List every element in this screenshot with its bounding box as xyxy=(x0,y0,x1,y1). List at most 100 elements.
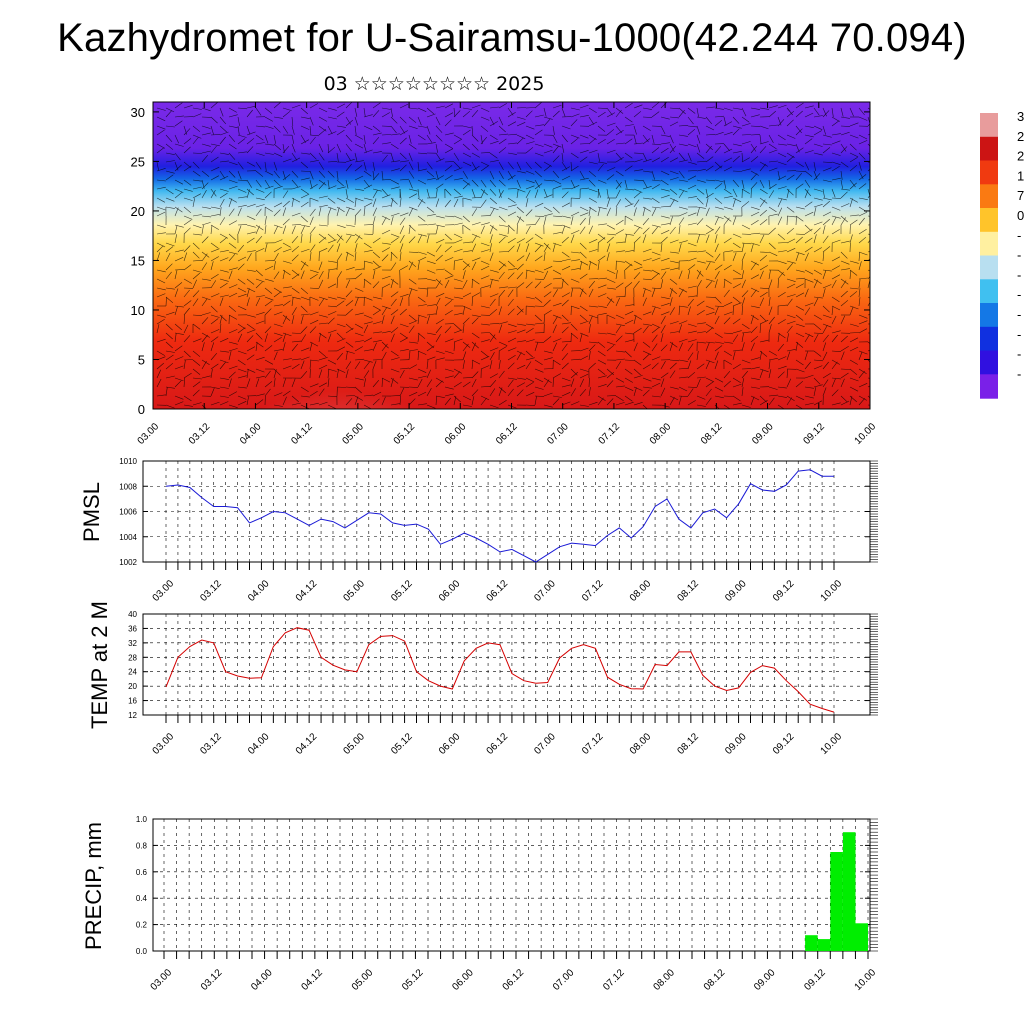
wind-barb xyxy=(201,125,211,129)
wind-barb xyxy=(741,242,752,245)
wind-barb xyxy=(453,139,462,145)
wind-barb xyxy=(678,179,688,182)
wind-barb xyxy=(345,143,352,152)
wind-barb xyxy=(570,134,580,139)
wind-barb xyxy=(777,143,787,146)
precip-xtick-label: 05.00 xyxy=(350,967,376,993)
wind-barb xyxy=(795,125,802,134)
wind-barb xyxy=(390,333,395,343)
wind-barb xyxy=(408,207,414,217)
wind-barb xyxy=(633,327,642,334)
wind-barb xyxy=(840,191,848,199)
wind-barb xyxy=(327,296,337,300)
wind-barb xyxy=(849,359,858,365)
wind-barb xyxy=(327,311,337,316)
wind-barb xyxy=(669,370,676,379)
wind-barb xyxy=(372,151,382,154)
wind-barb xyxy=(705,188,709,198)
wind-barb xyxy=(813,359,824,362)
wind-barb xyxy=(498,103,507,109)
wind-barb xyxy=(768,124,778,127)
wind-barb xyxy=(435,225,439,235)
wind-barb xyxy=(246,378,251,388)
pmsl-xtick-label: 08.12 xyxy=(676,578,702,604)
wind-barb xyxy=(408,179,413,189)
wind-barb xyxy=(363,278,372,285)
wind-barb xyxy=(345,252,349,262)
precip-xtick-label: 08.12 xyxy=(702,967,728,993)
wind-barb xyxy=(228,292,238,298)
wind-barb xyxy=(336,243,341,253)
wind-barb xyxy=(192,251,200,259)
wind-barb xyxy=(417,315,420,325)
wind-barb xyxy=(597,139,606,145)
wind-barb xyxy=(624,124,634,127)
wind-barb xyxy=(561,152,564,162)
wind-barb xyxy=(642,364,651,370)
wind-barb xyxy=(354,160,364,163)
wind-barb xyxy=(480,225,485,235)
wind-barb xyxy=(318,298,325,307)
wind-barb xyxy=(606,395,617,397)
wind-barb xyxy=(642,179,648,189)
wind-barb xyxy=(669,145,677,154)
wind-barb xyxy=(606,129,615,136)
wind-barb xyxy=(507,347,517,352)
wind-barb xyxy=(381,396,386,406)
wind-barb xyxy=(354,215,356,226)
wind-barb xyxy=(246,161,256,167)
wind-barb xyxy=(597,188,600,199)
wind-barb xyxy=(597,125,606,132)
wind-barb xyxy=(408,351,411,361)
wind-barb xyxy=(831,305,841,311)
wind-barb xyxy=(759,188,768,195)
wind-barb xyxy=(498,190,504,199)
wind-barb xyxy=(435,254,443,262)
wind-barb xyxy=(660,147,669,154)
wind-barb xyxy=(408,287,418,292)
wind-barb xyxy=(579,347,589,352)
wind-barb xyxy=(750,366,760,370)
wind-barb xyxy=(480,199,487,208)
wind-barb xyxy=(156,224,166,228)
wind-barb xyxy=(624,152,633,159)
wind-barb xyxy=(408,377,418,381)
wind-barb xyxy=(246,250,256,253)
wind-barb xyxy=(840,368,851,370)
wind-barb xyxy=(237,170,242,180)
wind-barb xyxy=(462,317,470,325)
wind-barb xyxy=(750,170,759,176)
wind-barb xyxy=(867,133,870,136)
wind-barb xyxy=(840,351,845,361)
wind-barb xyxy=(390,327,399,334)
wind-barb xyxy=(210,214,220,217)
wind-barb xyxy=(741,252,746,262)
wind-barb xyxy=(435,350,445,354)
wind-barb xyxy=(309,103,318,109)
wind-barb xyxy=(507,298,514,307)
wind-barb xyxy=(552,359,561,366)
wind-barb xyxy=(669,134,674,144)
wind-barb xyxy=(408,170,415,179)
pmsl-xtick-label: 05.12 xyxy=(389,578,415,604)
wind-barb xyxy=(651,102,660,109)
wind-barb xyxy=(228,365,238,370)
wind-barb xyxy=(201,107,211,112)
wind-barb xyxy=(192,381,201,388)
wind-barb xyxy=(714,107,724,110)
wind-barb xyxy=(273,271,280,280)
wind-barb xyxy=(543,368,554,370)
wind-barb xyxy=(336,323,346,328)
wind-barb xyxy=(336,352,344,361)
wind-barb xyxy=(426,379,433,388)
wind-barb xyxy=(759,351,762,361)
wind-barb xyxy=(255,320,265,325)
wind-barb xyxy=(336,300,345,307)
wind-barb xyxy=(588,288,594,298)
wind-barb xyxy=(750,274,760,280)
wind-barb xyxy=(597,179,607,184)
wind-barb xyxy=(606,139,615,145)
wind-barb xyxy=(345,369,349,379)
wind-barb xyxy=(543,244,549,253)
wind-barb xyxy=(831,378,836,388)
